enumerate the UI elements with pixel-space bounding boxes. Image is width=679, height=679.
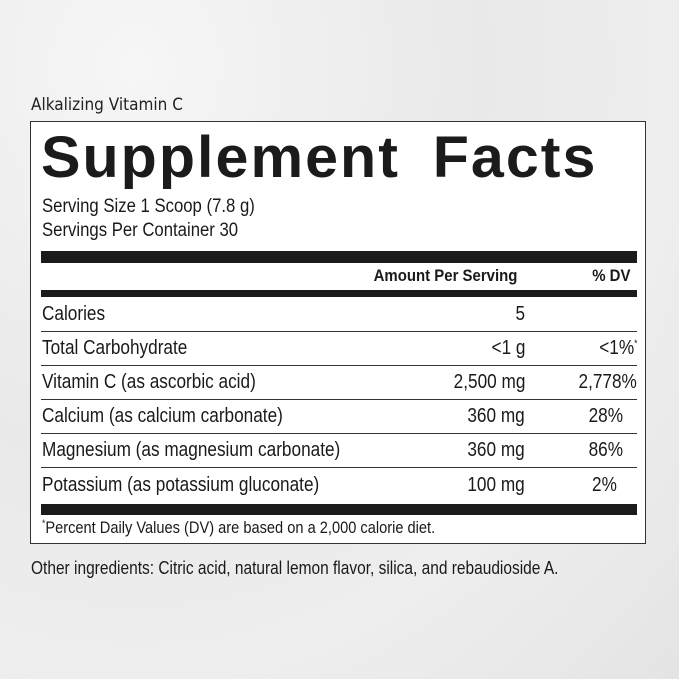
- dv-footnote-mark: *: [633, 338, 637, 350]
- nutrient-label: Potassium (as potassium gluconate): [42, 474, 320, 496]
- serving-size: Serving Size 1 Scoop (7.8 g): [42, 196, 255, 217]
- nutrient-label: Total Carbohydrate: [42, 337, 188, 359]
- thick-divider: [41, 504, 637, 515]
- amount-header: Amount Per Serving: [373, 266, 517, 285]
- supplement-facts-panel: Supplement Facts Serving Size 1 Scoop (7…: [30, 121, 646, 544]
- nutrient-label: Magnesium (as magnesium carbonate): [42, 439, 341, 461]
- nutrient-label: Calories: [42, 303, 106, 325]
- dv-value: <1%: [598, 337, 634, 359]
- table-row: Calcium (as calcium carbonate) 360 mg 28…: [41, 400, 637, 434]
- nutrient-label: Vitamin C (as ascorbic acid): [42, 371, 256, 393]
- footnote-mark: *: [42, 518, 46, 530]
- nutrient-amount: 2,500 mg: [453, 371, 525, 393]
- nutrient-dv: 28%: [588, 405, 623, 427]
- nutrient-amount: 5: [515, 303, 525, 325]
- nutrient-dv: <1%*: [599, 337, 637, 360]
- dv-header: % DV: [591, 266, 630, 285]
- table-row: Vitamin C (as ascorbic acid) 2,500 mg 2,…: [41, 366, 637, 400]
- nutrient-label: Calcium (as calcium carbonate): [42, 405, 283, 427]
- panel-title: Supplement Facts: [41, 125, 598, 190]
- other-ingredients: Other ingredients: Citric acid, natural …: [31, 558, 559, 578]
- footnote: *Percent Daily Values (DV) are based on …: [42, 518, 435, 538]
- product-name: Alkalizing Vitamin C: [31, 95, 183, 115]
- table-row: Total Carbohydrate <1 g <1%*: [41, 332, 637, 366]
- servings-per-container: Servings Per Container 30: [42, 220, 239, 241]
- nutrient-dv: 2,778%: [578, 371, 637, 393]
- table-row: Calories 5: [41, 298, 637, 332]
- nutrient-dv: 2%: [592, 474, 617, 496]
- thick-divider: [41, 251, 637, 263]
- nutrient-amount: <1 g: [491, 337, 525, 359]
- nutrient-amount: 360 mg: [467, 405, 525, 427]
- table-row: Magnesium (as magnesium carbonate) 360 m…: [41, 434, 637, 468]
- footnote-text: Percent Daily Values (DV) are based on a…: [45, 518, 436, 537]
- nutrient-amount: 360 mg: [467, 439, 525, 461]
- nutrient-amount: 100 mg: [467, 474, 525, 496]
- header-divider: [41, 290, 637, 297]
- nutrient-dv: 86%: [588, 439, 623, 461]
- table-row: Potassium (as potassium gluconate) 100 m…: [41, 469, 637, 503]
